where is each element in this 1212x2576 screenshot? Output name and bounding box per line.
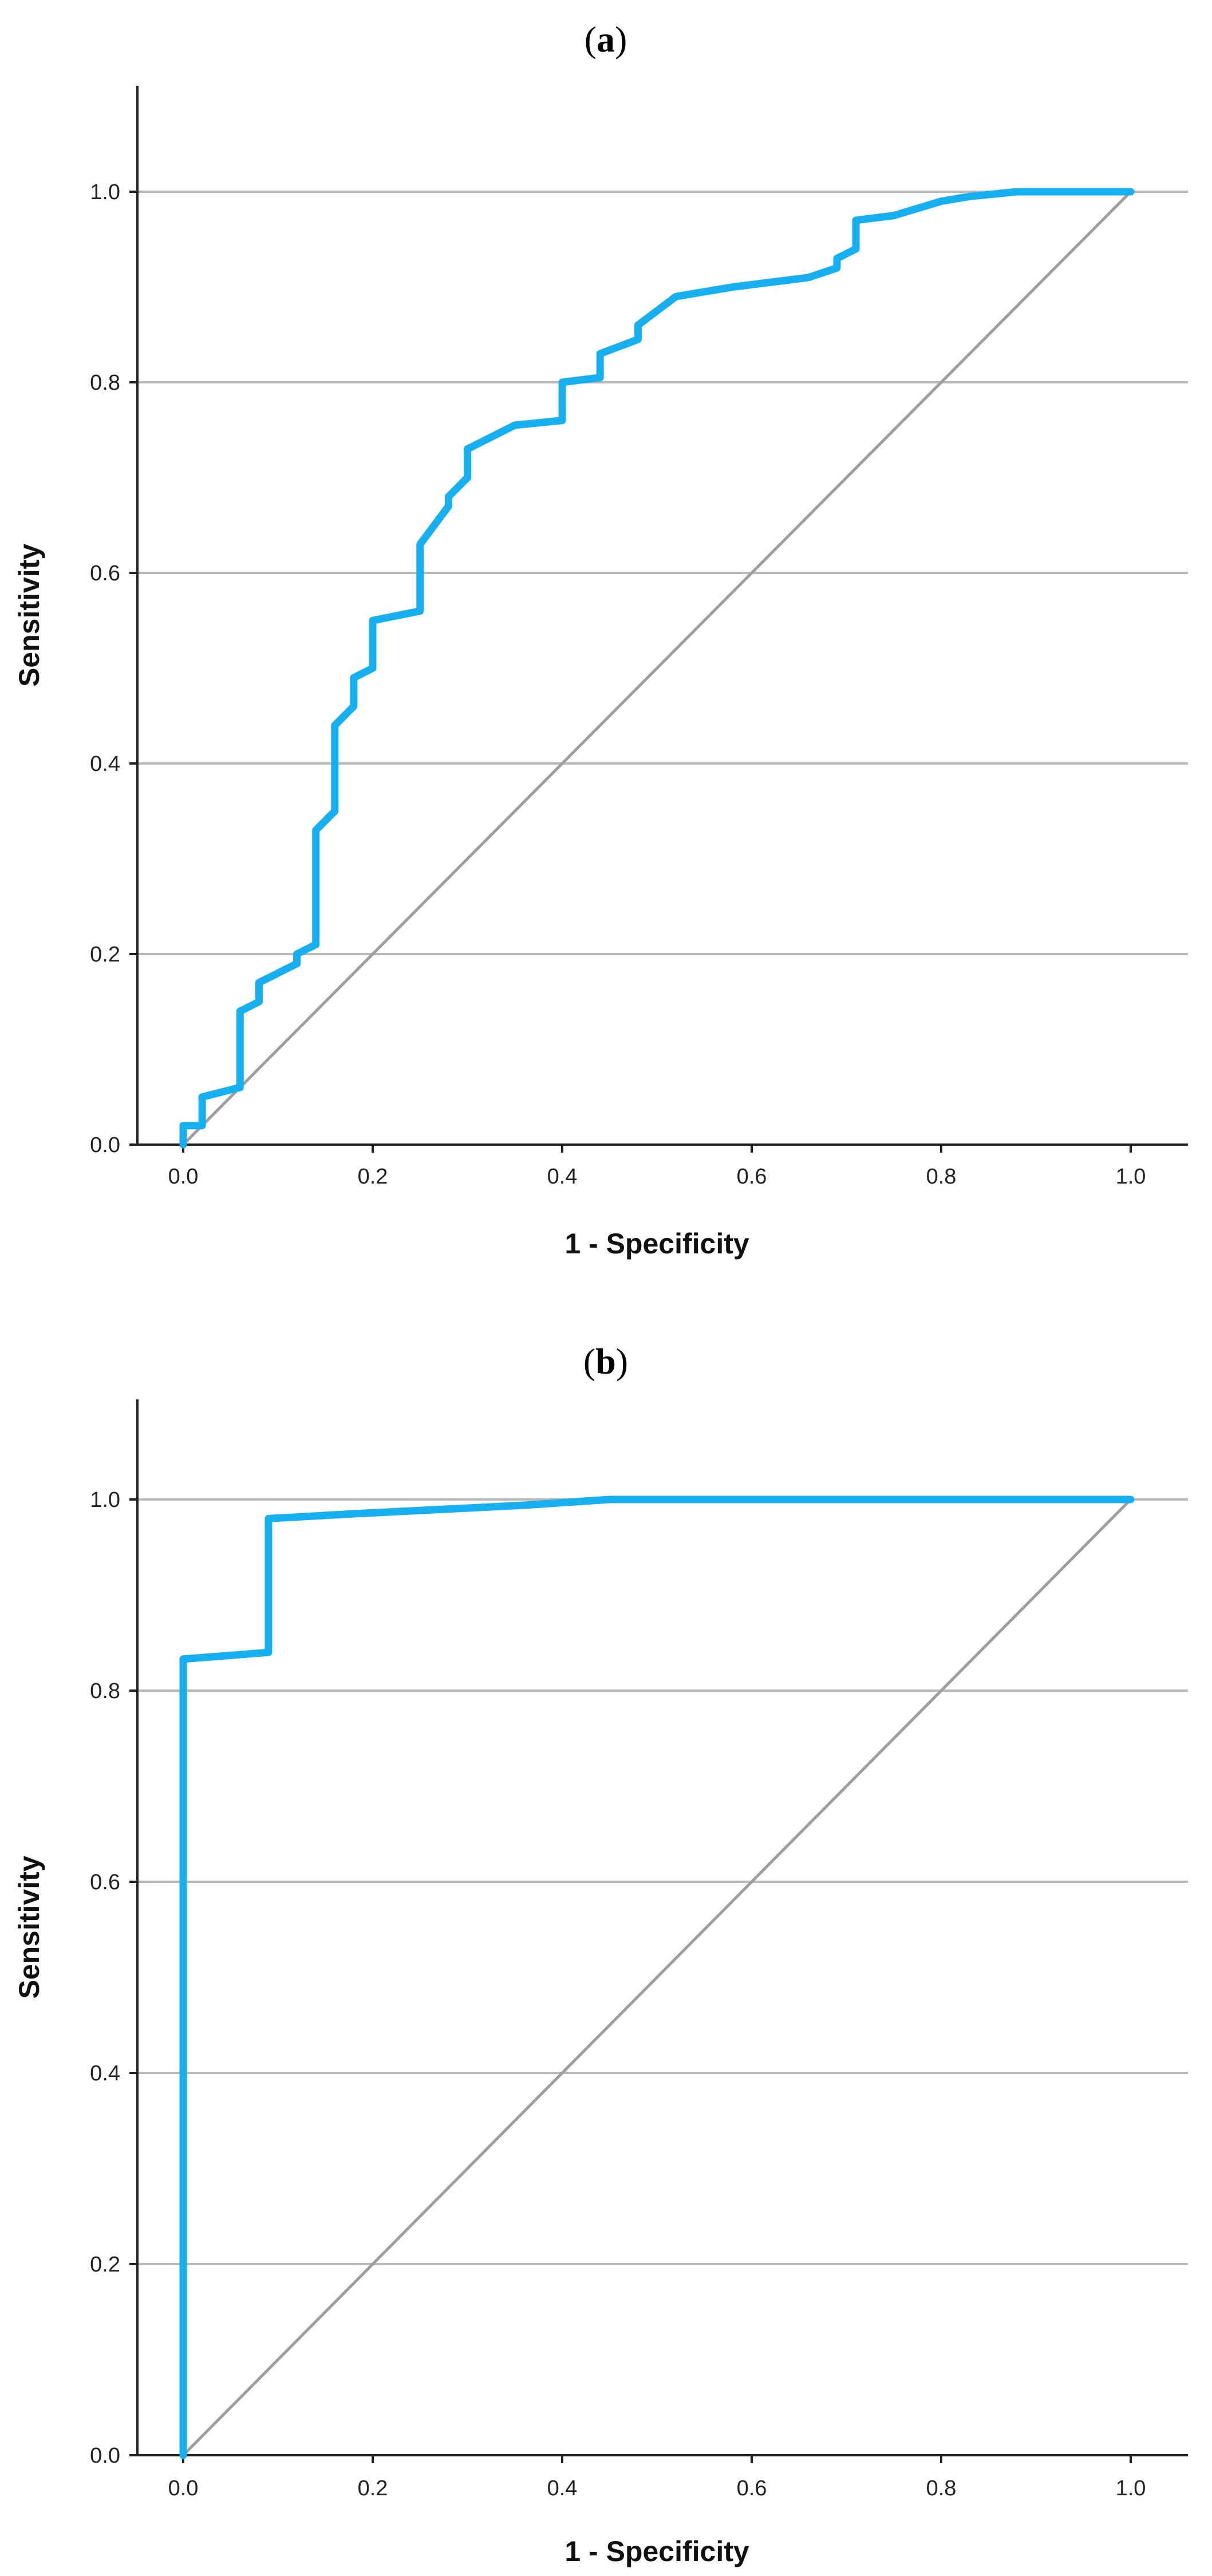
roc-curve <box>179 1495 1135 2459</box>
y-tick-label: 0.4 <box>90 752 120 776</box>
x-tick-label: 1.0 <box>1116 2476 1146 2500</box>
x-tick-label: 0.8 <box>926 2476 957 2500</box>
y-tick-label: 0.0 <box>90 1133 120 1157</box>
y-tick-label: 0.6 <box>90 1870 120 1894</box>
y-tick-label: 1.0 <box>90 180 120 204</box>
x-axis-label: 1 - Specificity <box>564 2535 749 2567</box>
y-tick-label: 0.8 <box>90 371 120 395</box>
roc-chart-a: (a) 0.0 0.2 0.4 0.6 0.8 1.0 0.0 0.2 0.4 0.6 0.8 1.0… <box>13 19 1188 1260</box>
x-tick-label: 0.4 <box>547 2476 578 2500</box>
y-tick-label: 0.2 <box>90 2253 120 2277</box>
reference-line <box>182 1498 1132 2456</box>
roc-chart-b: (b) 0.0 0.2 0.4 0.6 0.8 1.0 0.0 0.2 0.4 0.6 0.8 1.0… <box>13 1341 1188 2567</box>
y-tick-label: 0.8 <box>90 1679 120 1703</box>
x-tick-label: 0.4 <box>547 1165 578 1189</box>
y-tick-label: 0.6 <box>90 561 120 585</box>
x-tick-label: 0.2 <box>358 1165 388 1189</box>
x-tick-label: 1.0 <box>1116 1165 1146 1189</box>
chart-panel-b: (b) 0.0 0.2 0.4 0.6 0.8 1.0 0.0 0.2 0.4 0.6 0.8 1.0… <box>0 1288 1212 2576</box>
reference-line <box>182 191 1132 1146</box>
y-tick-label: 1.0 <box>90 1488 120 1512</box>
y-tick-label: 0.2 <box>90 943 120 967</box>
x-tick-label: 0.8 <box>926 1165 957 1189</box>
x-axis-label: 1 - Specificity <box>564 1228 749 1260</box>
x-tick-label: 0.2 <box>358 2476 388 2500</box>
y-axis-label: Sensitivity <box>13 1855 45 1999</box>
roc-curve <box>179 188 1135 1149</box>
y-tick-label: 0.0 <box>90 2444 120 2468</box>
y-tick-label: 0.4 <box>90 2061 120 2086</box>
axis-lines <box>136 1399 1188 2456</box>
x-tick-label: 0.6 <box>737 1165 767 1189</box>
x-tick-label: 0.0 <box>168 2476 199 2500</box>
y-axis-label: Sensitivity <box>13 544 45 687</box>
x-tick-label: 0.0 <box>168 1165 199 1189</box>
axis-lines <box>136 86 1188 1146</box>
chart-panel-a: (a) 0.0 0.2 0.4 0.6 0.8 1.0 0.0 0.2 0.4 0.6 0.8 1.0… <box>13 19 1188 1260</box>
panel-title-a: (a) <box>585 19 627 60</box>
x-tick-label: 0.6 <box>737 2476 767 2500</box>
panel-title-b: (b) <box>583 1341 628 1382</box>
